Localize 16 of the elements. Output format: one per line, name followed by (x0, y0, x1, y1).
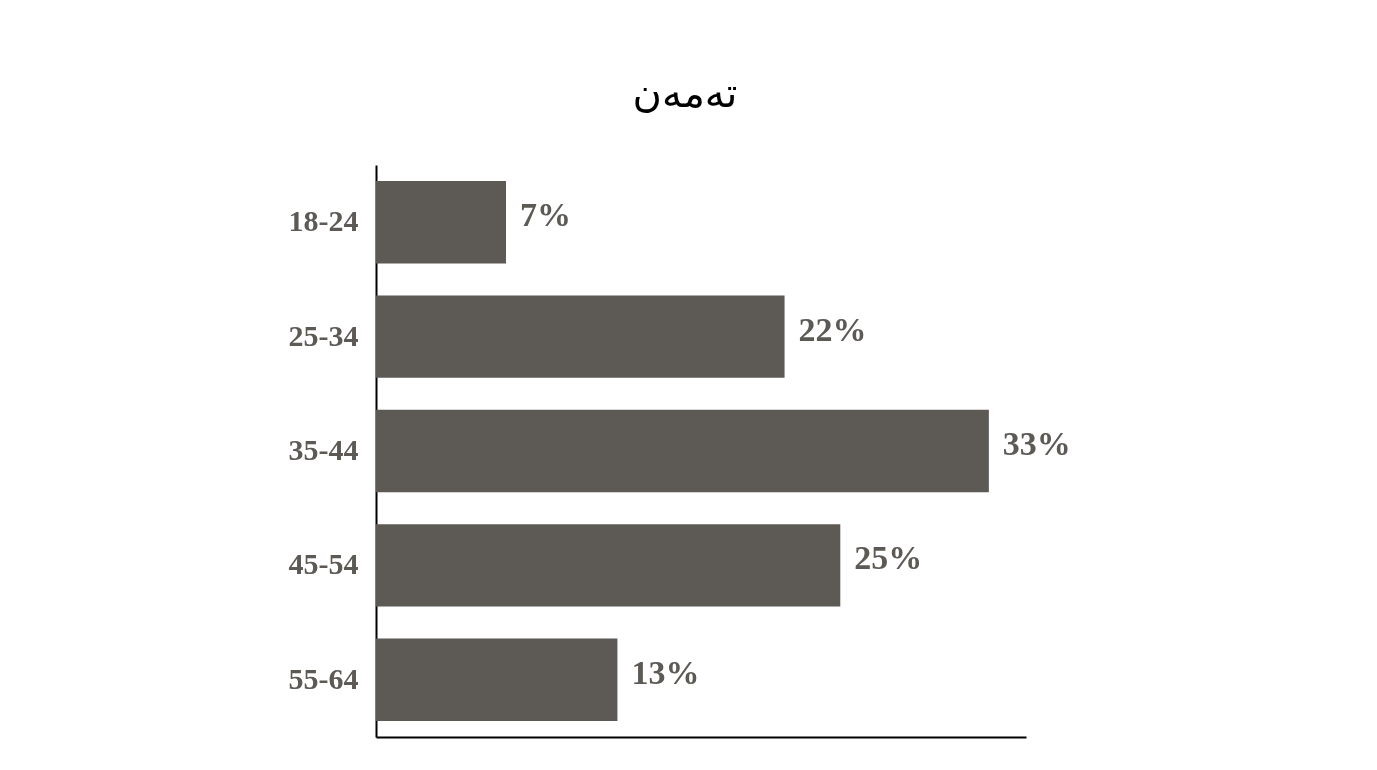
y-tick-label: 35-44 (288, 433, 359, 466)
y-tick-label: 55-64 (288, 661, 359, 695)
data-label: 13% (631, 653, 700, 691)
data-label: 7% (520, 196, 571, 234)
y-tick-label: 45-54 (288, 547, 359, 581)
bar (376, 638, 618, 721)
y-tick-label: 18-24 (288, 204, 359, 238)
y-tick-label: 25-34 (288, 318, 359, 352)
chart-title: تەمەن (632, 70, 738, 116)
data-label: 33% (1002, 425, 1071, 462)
data-label: 22% (798, 310, 867, 348)
bar (376, 181, 506, 264)
bar (376, 524, 841, 607)
bar (376, 409, 989, 493)
bar (376, 295, 785, 378)
data-label: 25% (854, 539, 923, 577)
